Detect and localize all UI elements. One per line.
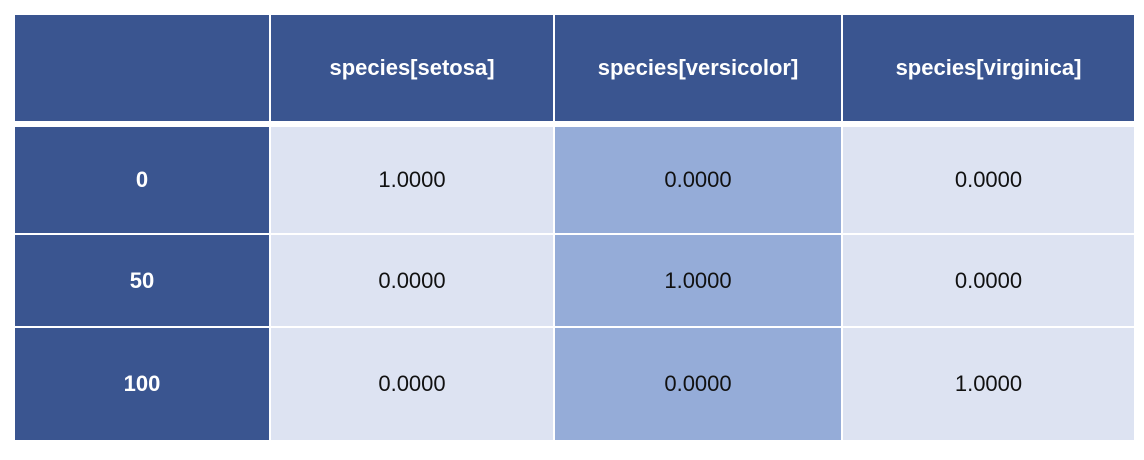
column-header: species[virginica] <box>843 15 1134 121</box>
table-cell: 1.0000 <box>555 235 841 326</box>
table-cell: 0.0000 <box>843 235 1134 326</box>
header-corner <box>15 15 269 121</box>
table-cell: 1.0000 <box>271 127 553 233</box>
table-cell: 0.0000 <box>843 127 1134 233</box>
row-index: 0 <box>15 127 269 233</box>
table-cell: 0.0000 <box>555 328 841 440</box>
row-index: 50 <box>15 235 269 326</box>
column-header: species[setosa] <box>271 15 553 121</box>
table-cell: 1.0000 <box>843 328 1134 440</box>
table-cell: 0.0000 <box>271 235 553 326</box>
data-table: species[setosa] species[versicolor] spec… <box>15 15 1134 440</box>
row-index: 100 <box>15 328 269 440</box>
column-header: species[versicolor] <box>555 15 841 121</box>
table-cell: 0.0000 <box>271 328 553 440</box>
table-cell: 0.0000 <box>555 127 841 233</box>
